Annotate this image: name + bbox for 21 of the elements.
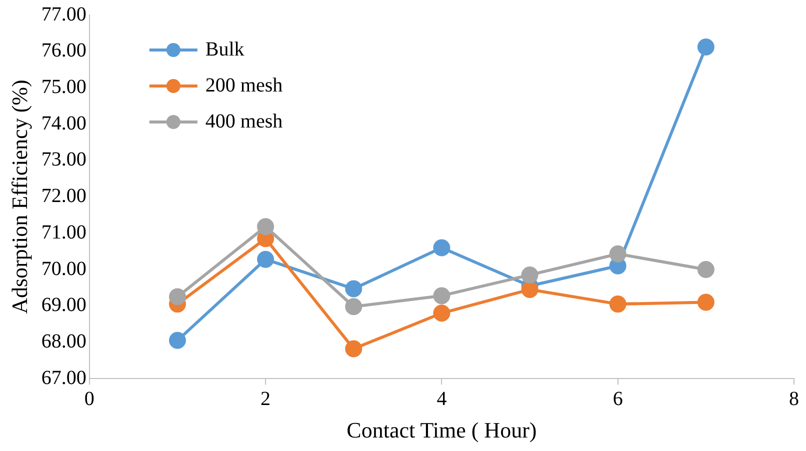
y-axis-title: Adsorption Efficiency (%)	[6, 80, 32, 314]
legend-label: 200 mesh	[205, 74, 283, 96]
x-tick-label: 6	[612, 388, 623, 410]
x-tick-label: 2	[260, 388, 271, 410]
y-tick-label: 74.00	[41, 112, 86, 134]
y-tick-label: 76.00	[41, 40, 86, 62]
y-tick-label: 72.00	[41, 185, 86, 208]
y-tick-label: 77.00	[41, 3, 86, 26]
y-tick-label: 70.00	[41, 258, 86, 280]
y-tick-label: 73.00	[41, 148, 86, 171]
y-tick-label: 69.00	[41, 294, 86, 316]
x-tick-label: 0	[84, 388, 94, 410]
legend-label: Bulk	[205, 38, 244, 60]
x-tick-label: 4	[436, 388, 447, 410]
y-tick-label: 71.00	[41, 221, 86, 244]
legend-label: 400 mesh	[205, 110, 283, 132]
x-tick-label: 8	[789, 388, 799, 410]
y-tick-label: 75.00	[41, 76, 86, 98]
y-tick-label: 68.00	[41, 330, 86, 352]
x-axis-title: Contact Time ( Hour)	[346, 418, 537, 443]
y-tick-label: 67.00	[41, 366, 86, 389]
